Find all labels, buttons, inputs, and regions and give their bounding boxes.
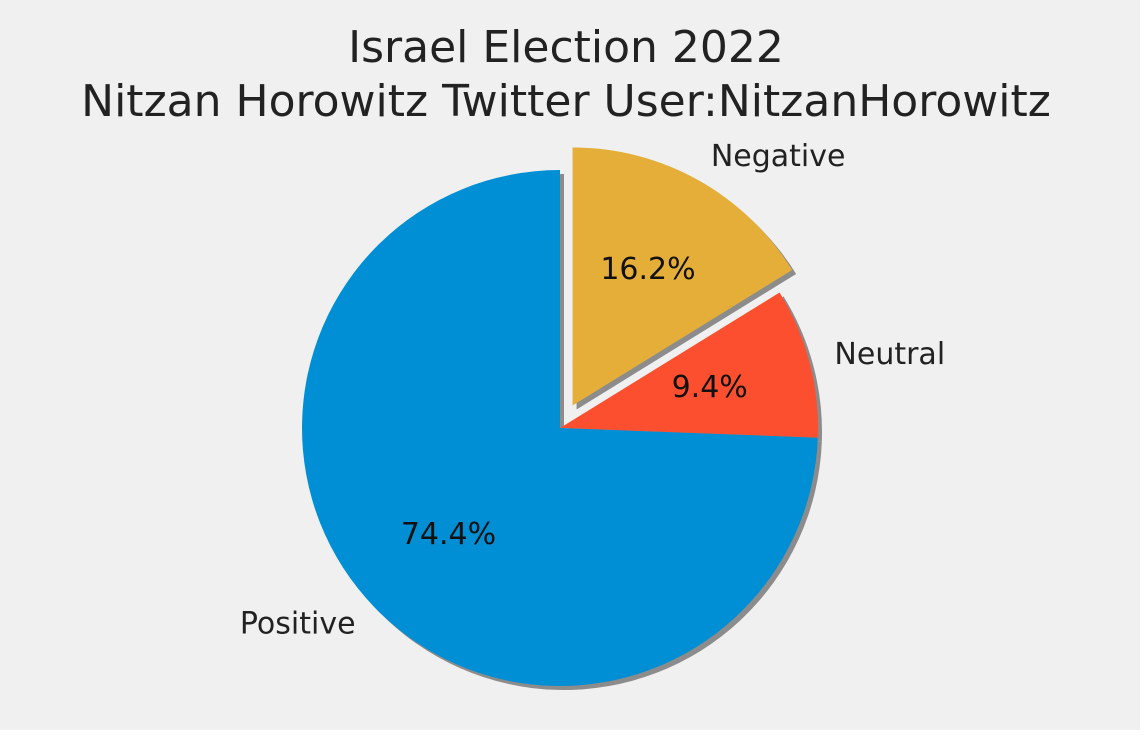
- chart-title-line-1: Israel Election 2022: [348, 22, 784, 73]
- slice-label-positive: Positive: [240, 606, 356, 641]
- slice-pct-negative: 16.2%: [600, 252, 695, 287]
- slice-pct-neutral: 9.4%: [672, 370, 748, 405]
- pie-slices: [302, 147, 818, 686]
- slice-label-negative: Negative: [711, 139, 846, 174]
- slice-pct-positive: 74.4%: [401, 517, 496, 552]
- chart-title-line-2: Nitzan Horowitz Twitter User:NitzanHorow…: [81, 76, 1051, 127]
- slice-label-neutral: Neutral: [834, 337, 945, 372]
